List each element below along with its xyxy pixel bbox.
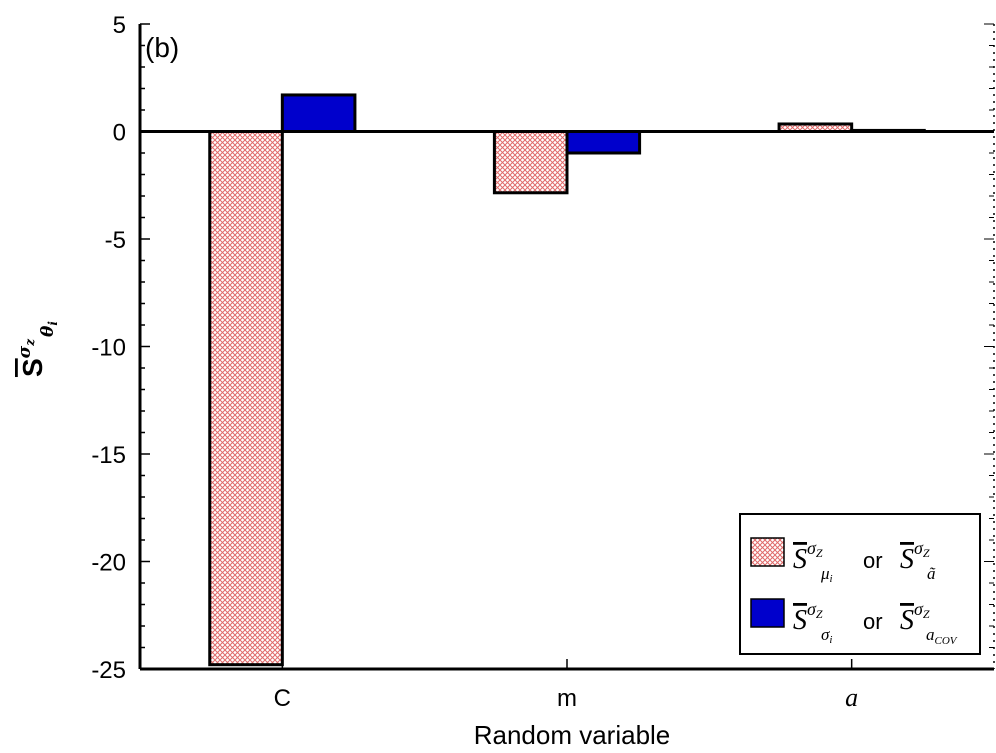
y-axis-title: Sσz θi [15,321,60,377]
bar-mean-m [492,130,569,195]
legend-label-1-sub: μi ã [820,564,936,585]
legend-label-2: SσZ or SσZ [793,599,930,636]
x-category-label: a [845,683,858,712]
legend-label-1: SσZ or SσZ [793,538,930,575]
x-category-label: m [557,685,577,712]
bars [208,93,926,667]
y-tick-label: -25 [91,657,126,684]
x-axis-title: Random variable [474,720,671,750]
y-title-base: S [17,358,48,377]
y-tick-label: -15 [91,442,126,469]
bar-sigma-C [280,93,357,133]
legend-swatch-1 [750,537,785,567]
y-tick-label: -20 [91,550,126,577]
y-tick-label: 5 [113,12,126,39]
legend: SσZ or SσZ μi ã SσZ or SσZ σi aCOV [739,513,981,655]
legend-box [739,513,981,655]
y-title-subscript: θ [38,325,58,337]
bar-sigma-m [565,130,642,155]
y-title-subscript-sub: i [46,321,60,326]
svg-text:θi: θi [38,321,60,337]
x-category-label: C [274,685,291,712]
legend-swatch-2 [750,598,785,628]
y-ticks: 5 0 -5 -10 -15 -20 -25 [91,12,994,684]
y-tick-label: -10 [91,335,126,362]
y-tick-label: -5 [105,227,126,254]
y-tick-label: 0 [113,120,126,147]
y-title-superscript: σ [15,345,35,358]
legend-label-2-sub: σi aCOV [821,625,958,647]
y-title-superscript-sub: z [23,338,37,347]
svg-text:Sσz: Sσz [15,338,48,377]
bar-mean-C [208,130,284,667]
panel-label: (b) [145,32,179,63]
